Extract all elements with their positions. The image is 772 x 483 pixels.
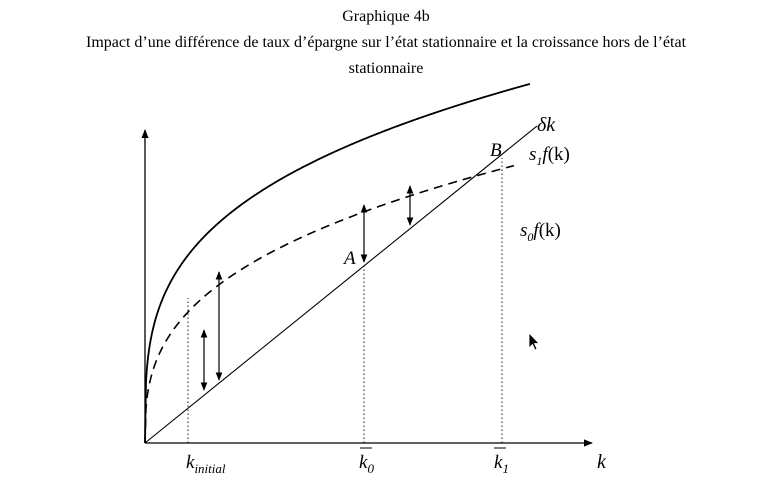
depreciation-label: δk	[537, 114, 556, 136]
k0-label: k0	[359, 452, 374, 476]
point-b-label: B	[490, 140, 502, 161]
high-saving-label: s1f(k)	[529, 144, 570, 168]
high-saving-curve	[145, 84, 530, 443]
k1-label: k1	[494, 452, 509, 476]
depreciation-line	[145, 126, 537, 443]
low-saving-curve	[145, 166, 514, 443]
x-axis-label: k	[597, 451, 607, 473]
k-initial-label: kinitial	[186, 452, 226, 476]
mouse-cursor-icon	[528, 332, 542, 352]
low-saving-label: s0f(k)	[520, 220, 561, 244]
point-a-label: A	[342, 248, 356, 269]
